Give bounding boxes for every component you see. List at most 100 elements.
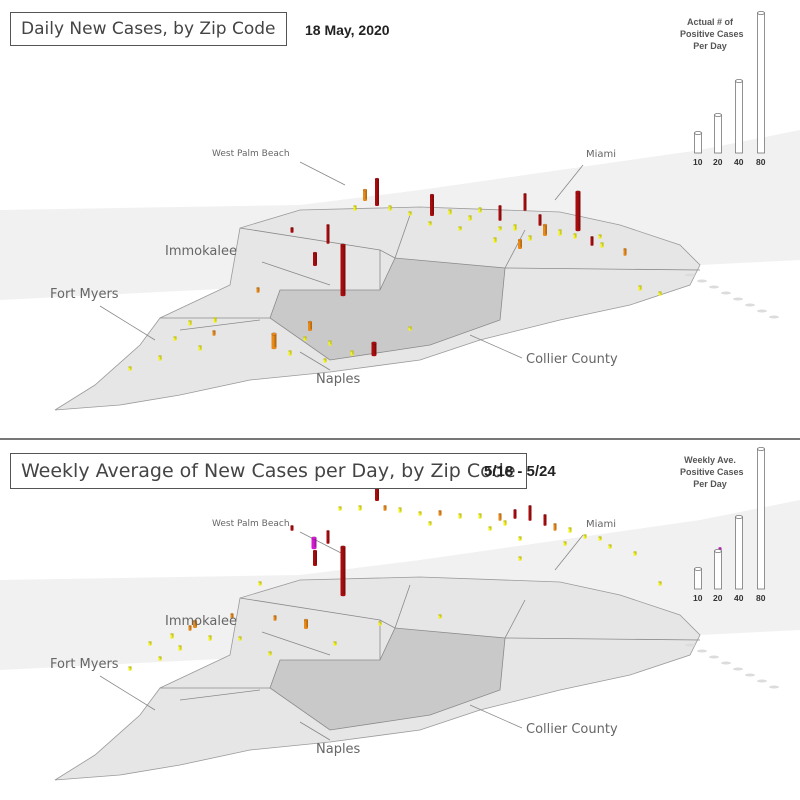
legend-bar bbox=[735, 80, 743, 154]
legend-bar bbox=[757, 12, 765, 154]
case-bar bbox=[598, 234, 602, 239]
key-island bbox=[733, 297, 743, 301]
legend-title: Actual # of Positive Cases Per Day bbox=[680, 17, 744, 51]
key-island bbox=[709, 655, 719, 659]
date-label: 18 May, 2020 bbox=[305, 22, 390, 38]
county-boundary bbox=[504, 599, 526, 639]
label-leader-line bbox=[99, 305, 156, 341]
legend-value-80: 80 bbox=[756, 593, 766, 603]
label-naples: Naples bbox=[316, 372, 361, 387]
legend-bar bbox=[735, 516, 743, 590]
case-bar bbox=[188, 320, 192, 326]
legend-bar bbox=[694, 132, 702, 154]
collier-county-region bbox=[269, 627, 506, 731]
county-boundary bbox=[179, 319, 261, 331]
legend-value-20: 20 bbox=[713, 593, 723, 603]
case-bar bbox=[418, 511, 422, 516]
case-bar bbox=[212, 330, 216, 336]
case-bar bbox=[188, 625, 192, 631]
case-bar bbox=[358, 505, 362, 511]
county-boundary bbox=[394, 584, 411, 629]
case-bar bbox=[383, 505, 387, 511]
collier-county-region bbox=[269, 257, 506, 361]
case-bar bbox=[371, 341, 377, 357]
key-island bbox=[685, 273, 695, 277]
case-bar bbox=[173, 336, 177, 341]
case-bar bbox=[458, 226, 462, 231]
key-island bbox=[757, 309, 767, 313]
case-bar bbox=[328, 340, 332, 346]
label-leader-line bbox=[554, 164, 584, 201]
case-bar bbox=[128, 666, 132, 671]
case-bar bbox=[658, 291, 662, 296]
label-leader-line bbox=[261, 631, 331, 656]
case-bar bbox=[388, 205, 392, 211]
date-label: 5/18 - 5/24 bbox=[484, 463, 556, 480]
case-bar bbox=[230, 613, 234, 619]
case-bar bbox=[458, 513, 462, 519]
case-bar bbox=[598, 536, 602, 541]
case-bar bbox=[307, 320, 313, 331]
label-west-palm-beach: West Palm Beach bbox=[212, 519, 290, 529]
case-bar bbox=[326, 224, 330, 244]
legend-bar-top bbox=[735, 515, 743, 520]
legend-value-20: 20 bbox=[713, 157, 723, 167]
case-bar bbox=[429, 193, 435, 216]
county-boundary bbox=[504, 267, 701, 271]
label-leader-line bbox=[299, 351, 331, 371]
case-bar bbox=[408, 211, 412, 216]
case-bar bbox=[608, 544, 612, 549]
label-immokalee: Immokalee bbox=[165, 614, 237, 629]
label-collier-county: Collier County bbox=[526, 722, 618, 737]
label-leader-line bbox=[99, 675, 156, 711]
panel-divider bbox=[0, 438, 800, 440]
case-bar bbox=[374, 177, 380, 206]
case-bar bbox=[208, 635, 212, 641]
case-bar bbox=[353, 205, 357, 211]
case-bar bbox=[340, 545, 346, 597]
key-island bbox=[721, 291, 731, 295]
case-bar bbox=[290, 525, 294, 531]
case-bar bbox=[303, 618, 309, 629]
legend-title: Weekly Ave. Positive Cases Per Day bbox=[680, 455, 744, 489]
label-fort-myers: Fort Myers bbox=[50, 287, 119, 302]
key-island bbox=[745, 303, 755, 307]
panel-title: Weekly Average of New Cases per Day, by … bbox=[10, 453, 527, 489]
county-boundary bbox=[504, 637, 701, 641]
case-bar bbox=[326, 530, 330, 544]
legend-value-40: 40 bbox=[734, 157, 744, 167]
case-bar bbox=[503, 520, 507, 526]
legend-bar bbox=[714, 114, 722, 154]
legend-bar bbox=[694, 568, 702, 590]
case-bar bbox=[448, 209, 452, 215]
case-bar bbox=[538, 214, 542, 226]
key-island bbox=[685, 643, 695, 647]
daily-cases-map bbox=[0, 10, 800, 411]
case-bar bbox=[148, 641, 152, 646]
legend-bar-top bbox=[714, 549, 722, 554]
label-collier-county: Collier County bbox=[526, 352, 618, 367]
case-bar bbox=[378, 621, 382, 626]
legend-bar-top bbox=[735, 79, 743, 84]
case-bar bbox=[658, 581, 662, 586]
case-bar bbox=[213, 317, 217, 323]
case-bar bbox=[478, 207, 482, 213]
label-leader-line bbox=[261, 261, 331, 286]
case-bar bbox=[523, 193, 527, 211]
case-bar bbox=[468, 215, 472, 221]
legend-bar bbox=[714, 550, 722, 590]
case-bar bbox=[271, 332, 277, 350]
key-island bbox=[757, 679, 767, 683]
case-bar bbox=[583, 534, 587, 539]
weekly-average-panel: Weekly Average of New Cases per Day, by … bbox=[0, 442, 800, 800]
label-west-palm-beach: West Palm Beach bbox=[212, 149, 290, 159]
case-bar bbox=[528, 505, 532, 521]
weekly-average-map bbox=[0, 447, 800, 781]
key-island bbox=[769, 685, 779, 689]
case-bar bbox=[268, 651, 272, 656]
case-bar bbox=[428, 521, 432, 526]
label-leader-line bbox=[299, 531, 346, 556]
key-island bbox=[697, 649, 707, 653]
key-island bbox=[769, 315, 779, 319]
case-bar bbox=[312, 549, 318, 566]
